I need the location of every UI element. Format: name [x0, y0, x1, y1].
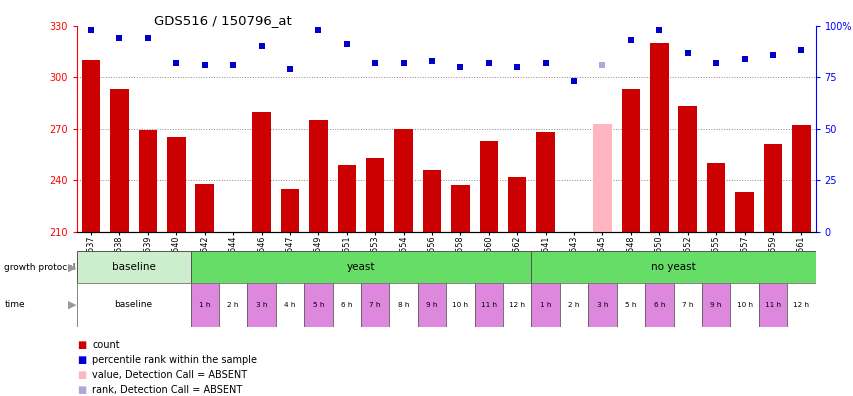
Text: value, Detection Call = ABSENT: value, Detection Call = ABSENT	[92, 369, 247, 380]
Text: growth protocol: growth protocol	[4, 263, 76, 272]
Text: 5 h: 5 h	[624, 302, 635, 308]
Bar	[763, 144, 781, 232]
Bar	[445, 283, 474, 327]
Text: ▶: ▶	[68, 262, 77, 272]
Text: 3 h: 3 h	[256, 302, 267, 308]
Text: 10 h: 10 h	[452, 302, 468, 308]
Bar	[531, 283, 560, 327]
Bar	[77, 251, 190, 283]
Bar	[195, 184, 214, 232]
Bar	[304, 283, 332, 327]
Bar	[77, 283, 190, 327]
Bar	[792, 125, 809, 232]
Bar	[474, 283, 502, 327]
Text: yeast: yeast	[346, 262, 374, 272]
Text: 7 h: 7 h	[682, 302, 693, 308]
Text: 2 h: 2 h	[568, 302, 579, 308]
Text: ▶: ▶	[68, 300, 77, 310]
Bar	[422, 170, 441, 232]
Bar	[616, 283, 644, 327]
Bar	[332, 283, 361, 327]
Text: 2 h: 2 h	[227, 302, 239, 308]
Bar	[190, 251, 531, 283]
Bar	[276, 283, 304, 327]
Text: 11 h: 11 h	[480, 302, 496, 308]
Text: 1 h: 1 h	[539, 302, 551, 308]
Bar	[701, 283, 729, 327]
Bar	[508, 177, 525, 232]
Text: 4 h: 4 h	[284, 302, 295, 308]
Bar	[757, 283, 786, 327]
Text: ■: ■	[77, 369, 86, 380]
Bar	[218, 283, 247, 327]
Text: GDS516 / 150796_at: GDS516 / 150796_at	[154, 14, 291, 27]
Bar	[366, 158, 384, 232]
Bar	[167, 137, 185, 232]
Bar	[588, 283, 616, 327]
Bar	[531, 251, 815, 283]
Bar	[677, 107, 696, 232]
Bar	[502, 283, 531, 327]
Text: ■: ■	[77, 354, 86, 365]
Bar	[281, 189, 299, 232]
Text: 1 h: 1 h	[199, 302, 210, 308]
Bar	[734, 192, 753, 232]
Bar	[361, 283, 389, 327]
Text: no yeast: no yeast	[650, 262, 695, 272]
Text: 5 h: 5 h	[312, 302, 323, 308]
Text: percentile rank within the sample: percentile rank within the sample	[92, 354, 257, 365]
Bar	[138, 130, 157, 232]
Bar	[644, 283, 673, 327]
Text: 12 h: 12 h	[792, 302, 809, 308]
Text: 11 h: 11 h	[764, 302, 780, 308]
Bar	[673, 283, 701, 327]
Bar	[621, 89, 640, 232]
Text: rank, Detection Call = ABSENT: rank, Detection Call = ABSENT	[92, 385, 242, 395]
Bar	[252, 112, 270, 232]
Text: 9 h: 9 h	[710, 302, 721, 308]
Bar	[649, 43, 668, 232]
Text: ■: ■	[77, 385, 86, 395]
Bar	[337, 165, 356, 232]
Text: 6 h: 6 h	[340, 302, 352, 308]
Bar	[729, 283, 757, 327]
Bar	[110, 89, 129, 232]
Text: baseline: baseline	[112, 262, 155, 272]
Bar	[536, 132, 554, 232]
Bar	[394, 129, 412, 232]
Bar	[82, 60, 100, 232]
Text: 6 h: 6 h	[653, 302, 664, 308]
Text: ■: ■	[77, 339, 86, 350]
Text: time: time	[4, 301, 25, 309]
Text: count: count	[92, 339, 119, 350]
Bar	[786, 283, 815, 327]
Text: 9 h: 9 h	[426, 302, 438, 308]
Text: 3 h: 3 h	[596, 302, 607, 308]
Bar	[560, 283, 588, 327]
Bar	[450, 185, 469, 232]
Bar	[190, 283, 218, 327]
Bar	[309, 120, 328, 232]
Bar	[706, 163, 724, 232]
Text: 8 h: 8 h	[397, 302, 409, 308]
Text: baseline: baseline	[114, 301, 153, 309]
Bar	[593, 124, 611, 232]
Bar	[417, 283, 445, 327]
Text: 7 h: 7 h	[369, 302, 380, 308]
Bar	[389, 283, 417, 327]
Text: 12 h: 12 h	[508, 302, 525, 308]
Bar	[479, 141, 497, 232]
Bar	[247, 283, 276, 327]
Text: 10 h: 10 h	[735, 302, 751, 308]
